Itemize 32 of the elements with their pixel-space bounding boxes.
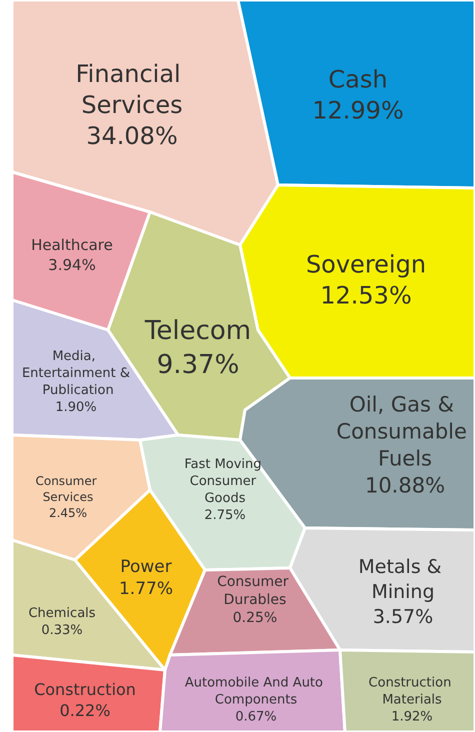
- category-label: Healthcare: [31, 236, 113, 254]
- category-label: Cash: [328, 66, 388, 94]
- category-label: Construction Materials: [368, 676, 456, 708]
- data-label: 12.99%: [312, 96, 404, 124]
- data-label: 34.08%: [86, 122, 178, 150]
- data-label: 2.75%: [204, 508, 246, 523]
- data-label: 0.33%: [41, 623, 83, 638]
- data-label: 3.57%: [372, 606, 434, 628]
- data-label: 0.67%: [235, 710, 277, 724]
- category-label: Financial Services: [76, 60, 188, 119]
- category-label: Telecom: [144, 316, 252, 346]
- data-label: 12.53%: [320, 282, 412, 310]
- category-label: Automobile And Auto Components: [184, 676, 328, 708]
- category-label: Chemicals: [28, 606, 96, 621]
- category-label: Sovereign: [306, 250, 426, 278]
- category-label: Fast Moving Consumer Goods: [184, 457, 266, 506]
- category-label: Oil, Gas & Consumable Fuels: [336, 392, 474, 470]
- data-label: 1.92%: [391, 710, 433, 724]
- data-label: 10.88%: [364, 474, 446, 498]
- data-label: 2.45%: [48, 506, 88, 520]
- category-label: Metals & Mining: [358, 556, 448, 603]
- data-label: 9.37%: [156, 350, 240, 380]
- data-label: 0.22%: [60, 701, 110, 720]
- data-label: 0.25%: [232, 610, 278, 626]
- category-label: Construction: [34, 680, 136, 699]
- data-label: 3.94%: [48, 256, 96, 274]
- category-label: Power: [120, 557, 172, 577]
- data-label: 1.77%: [118, 579, 174, 599]
- data-label: 1.90%: [55, 400, 97, 415]
- category-label: Consumer Services: [35, 474, 101, 504]
- category-label: Media, Entertainment & Publication: [22, 349, 130, 398]
- category-label: Consumer Durables: [217, 574, 293, 608]
